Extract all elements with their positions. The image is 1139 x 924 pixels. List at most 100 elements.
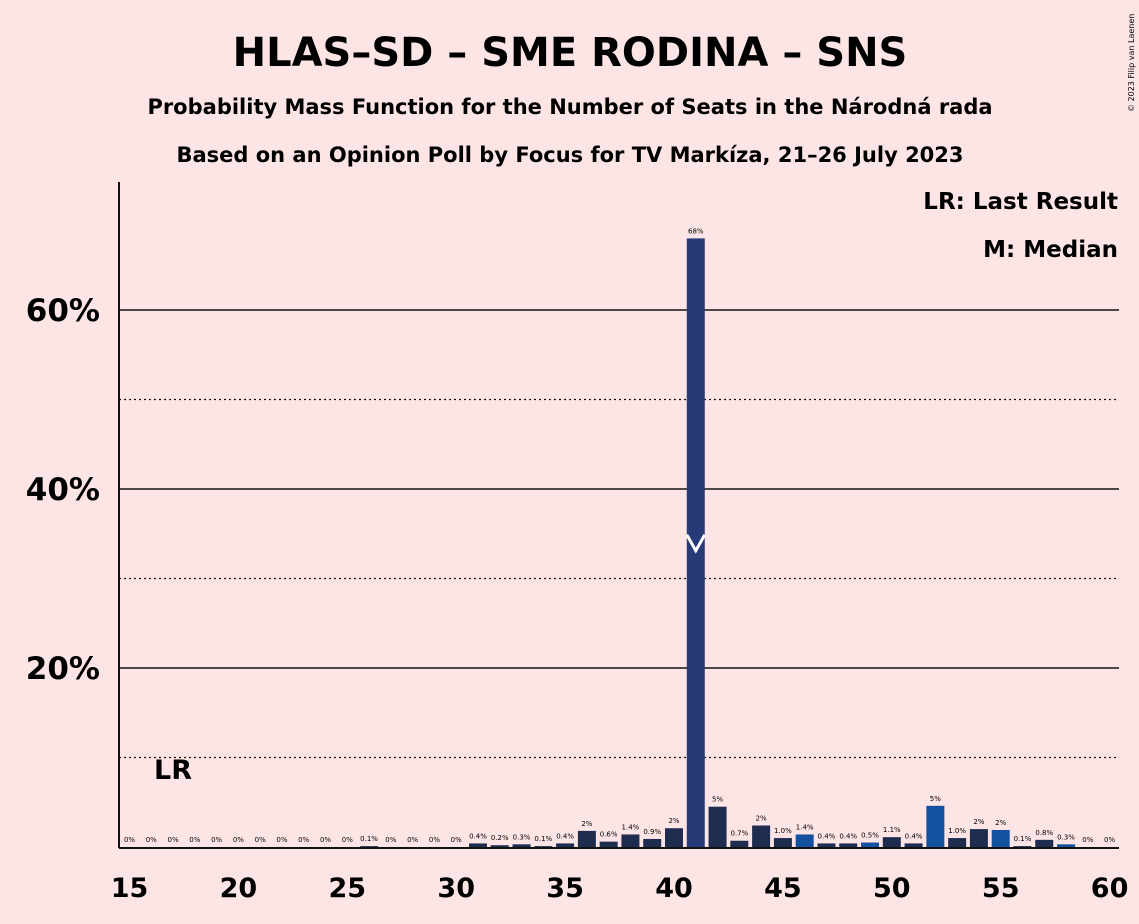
bar-seats-42 xyxy=(708,806,727,847)
gridlines xyxy=(119,309,1119,759)
bar-seats-55 xyxy=(991,829,1010,847)
data-label: 0.9% xyxy=(643,828,661,836)
data-label: 0.1% xyxy=(360,835,378,843)
data-labels: 0% 0% 0% 0% 0% 0% 0% 0% 0% 0% 0% 0.1% 0% 0% 0% 0% 0.4% 0.… xyxy=(124,227,1116,844)
data-label: 1.4% xyxy=(796,823,814,831)
bar-seats-46 xyxy=(795,834,814,847)
x-axis-labels: 15 20 25 30 35 40 45 50 55 60 xyxy=(111,873,1129,904)
median-chevron xyxy=(685,533,707,554)
data-label: 0.1% xyxy=(1014,835,1032,843)
median-marker xyxy=(685,533,707,554)
bar-seats-32 xyxy=(490,845,509,847)
bar-seats-56 xyxy=(1013,846,1032,847)
data-label: 2% xyxy=(581,820,592,828)
data-label: 0.4% xyxy=(839,832,857,840)
x-tick-label: 35 xyxy=(546,873,584,904)
data-label: 2% xyxy=(995,819,1006,827)
y-axis-labels: 20% 40% 60% xyxy=(26,293,100,687)
x-tick-label: 15 xyxy=(111,873,149,904)
bar-seats-35 xyxy=(556,843,575,847)
data-label: 2% xyxy=(668,817,679,825)
data-label: 68% xyxy=(688,227,704,235)
data-label: 0.3% xyxy=(1057,833,1075,841)
x-tick-label: 50 xyxy=(873,873,911,904)
data-label: 0% xyxy=(189,836,200,844)
bar-seats-52 xyxy=(926,805,945,847)
data-label: 0% xyxy=(1082,836,1093,844)
chart-subtitle-poll: Based on an Opinion Poll by Focus for TV… xyxy=(176,143,963,167)
bar-seats-39 xyxy=(643,838,662,847)
legend-last-result: LR: Last Result xyxy=(923,189,1118,215)
bar-seats-44 xyxy=(752,825,771,847)
data-label: 0.4% xyxy=(556,832,574,840)
data-label: 0% xyxy=(276,836,287,844)
data-label: 0% xyxy=(211,836,222,844)
data-label: 0% xyxy=(342,836,353,844)
bar-seats-40 xyxy=(665,828,683,847)
data-label: 0% xyxy=(451,836,462,844)
data-label: 0% xyxy=(320,836,331,844)
bar-seats-47 xyxy=(817,843,836,847)
y-tick-label: 40% xyxy=(26,472,100,508)
data-label: 0% xyxy=(298,836,309,844)
x-tick-label: 20 xyxy=(220,873,258,904)
data-label: 0.8% xyxy=(1035,829,1053,837)
bar-seats-45 xyxy=(773,838,792,847)
bar-seats-54 xyxy=(969,829,988,847)
data-label: 1.0% xyxy=(774,827,792,835)
legend-median: M: Median xyxy=(983,237,1118,263)
data-label: 0.6% xyxy=(600,831,618,839)
bar-seats-57 xyxy=(1035,839,1054,847)
data-label: 1.0% xyxy=(948,827,966,835)
data-label: 0% xyxy=(385,836,396,844)
x-tick-label: 45 xyxy=(764,873,802,904)
data-label: 0% xyxy=(429,836,440,844)
data-label: 0.7% xyxy=(730,830,748,838)
bar-seats-33 xyxy=(512,844,531,847)
bar-seats-34 xyxy=(534,846,553,847)
bar-seats-43 xyxy=(730,840,749,847)
bar-seats-48 xyxy=(839,843,858,847)
chart-subtitle: Probability Mass Function for the Number… xyxy=(147,95,992,119)
bar-seats-50 xyxy=(882,837,901,847)
data-label: 2% xyxy=(973,818,984,826)
bar-seats-26 xyxy=(360,846,379,847)
bar-seats-53 xyxy=(948,838,967,847)
chart-title: HLAS–SD – SME RODINA – SNS xyxy=(233,30,908,76)
bar-seats-38 xyxy=(621,834,640,847)
bar-seats-49 xyxy=(861,842,880,847)
data-label: 0% xyxy=(124,836,135,844)
x-tick-label: 60 xyxy=(1091,873,1129,904)
bar-seats-36 xyxy=(577,830,596,847)
data-label: 0.2% xyxy=(491,834,509,842)
bar-seats-31 xyxy=(468,843,487,847)
data-label: 5% xyxy=(930,795,941,803)
x-tick-label: 30 xyxy=(437,873,475,904)
bar-seats-37 xyxy=(599,841,618,847)
copyright-notice: © 2023 Filip van Laenen xyxy=(1127,14,1136,112)
data-label: 0% xyxy=(146,836,157,844)
data-label: 0.5% xyxy=(861,832,879,840)
data-label: 0.4% xyxy=(905,832,923,840)
data-label: 0.4% xyxy=(818,832,836,840)
data-label: 1.1% xyxy=(883,826,901,834)
data-label: 0.3% xyxy=(513,833,531,841)
data-label: 0.4% xyxy=(469,832,487,840)
bars xyxy=(360,238,1076,847)
data-label: 0% xyxy=(168,836,179,844)
data-label: 0.1% xyxy=(534,835,552,843)
x-tick-label: 55 xyxy=(982,873,1020,904)
data-label: 0% xyxy=(407,836,418,844)
y-tick-label: 20% xyxy=(26,651,100,687)
bar-seats-41 xyxy=(686,238,705,847)
bar-seats-58 xyxy=(1057,844,1076,847)
data-label: 0% xyxy=(233,836,244,844)
data-label: 0% xyxy=(255,836,266,844)
x-tick-label: 25 xyxy=(329,873,367,904)
data-label: 1.4% xyxy=(622,823,640,831)
bar-seats-51 xyxy=(904,843,923,847)
data-label: 5% xyxy=(712,796,723,804)
x-tick-label: 40 xyxy=(655,873,693,904)
last-result-marker: LR xyxy=(154,755,192,786)
